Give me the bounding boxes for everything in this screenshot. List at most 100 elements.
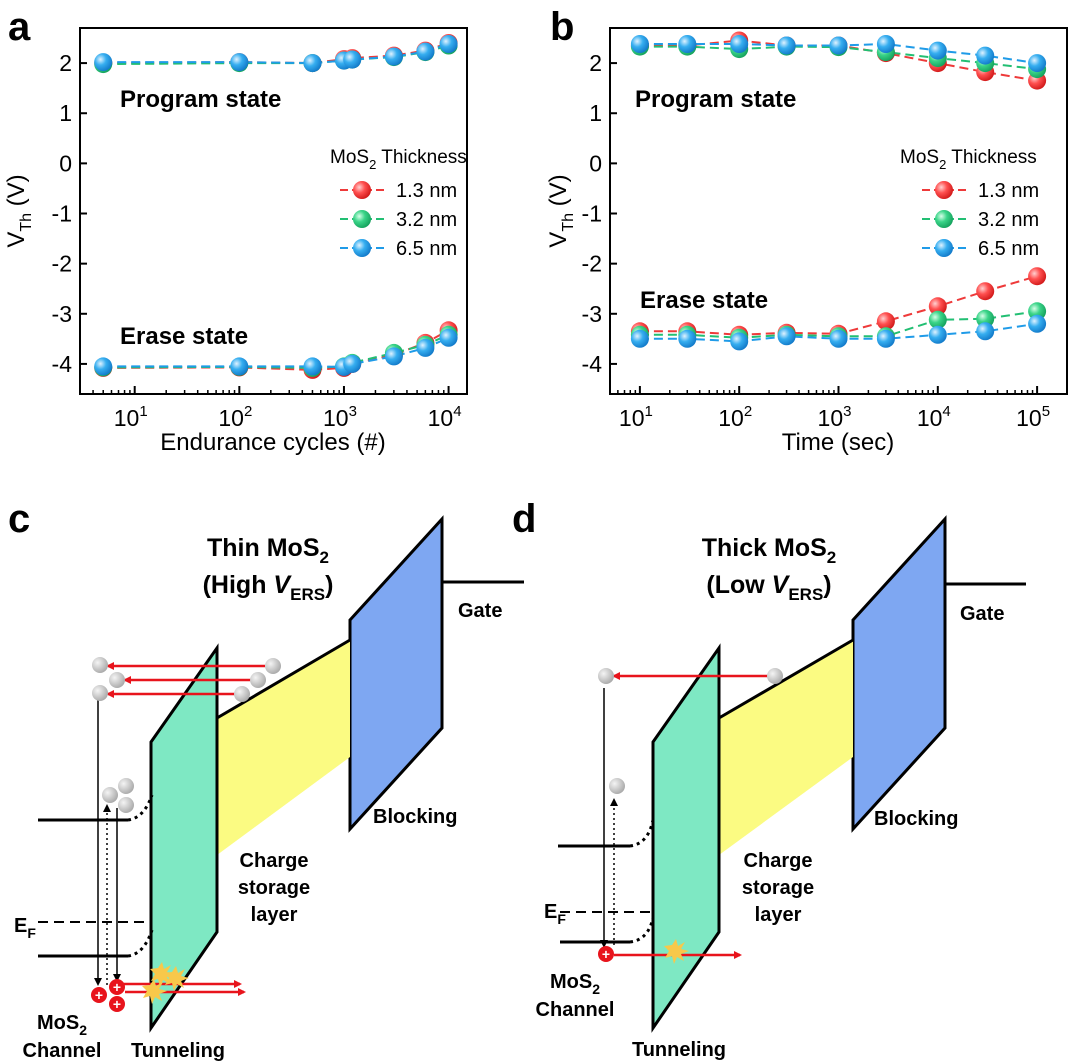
hole-icon [109,996,125,1012]
channel-label-1-c: MoS2 [37,1012,87,1038]
y-tick-label: -4 [582,351,603,377]
y-tick-label: 1 [589,100,602,126]
data-point [928,297,947,316]
channel-label-1-d: MoS2 [550,971,600,997]
data-point [94,53,113,72]
y-tick-label: -2 [582,251,602,277]
data-point [976,282,995,301]
hole-sign: + [602,946,610,962]
data-point [876,329,895,348]
data-point [678,329,697,348]
y-tick-label: 0 [589,150,602,176]
data-point [876,35,895,53]
x-tick-label: 104 [917,403,951,431]
spark-3-c [142,979,167,1004]
data-point [876,312,895,331]
blocking-layer-c [348,515,444,833]
x-tick-label: 101 [114,403,148,431]
y-tick-label: -1 [582,201,602,227]
panel-b: b 2 1 0 -1 -2 -3 -4 101 102 103 104 105 Program sta… [545,5,1068,456]
data-point [416,42,435,61]
data-point [439,328,458,347]
spark-1-c [150,962,175,987]
gate-label-c: Gate [458,600,502,622]
storage-label-2-c: storage [238,877,310,899]
channel-label-2-d: Channel [536,999,615,1021]
electron-icon [265,658,281,674]
electron-icon [118,778,134,794]
legend-marker [353,239,371,257]
blocking-layer-d [851,515,947,833]
panel-letter-c: c [8,497,30,541]
legend-marker [935,239,953,257]
annotation-program-state-b: Program state [635,86,796,113]
data-point [976,46,995,65]
x-axis-label-a: Endurance cycles (#) [160,429,385,456]
blocking-label-d: Blocking [874,808,958,830]
annotation-program-state-a: Program state [120,86,281,113]
y-tick-label: -3 [52,301,72,327]
band-diagram-c: + + + Thin MoS2 (High VERS) Gate Blockin… [14,515,524,1062]
x-tick-label: 101 [619,403,653,431]
annotation-erase-state-a: Erase state [120,323,248,350]
data-point [829,329,848,348]
x-tick-label: 104 [428,403,462,431]
y-tick-label: 2 [59,50,72,76]
electron-icon [609,778,625,794]
electrons-c [92,657,281,813]
tunneling-label-c: Tunneling [131,1040,225,1062]
axes-a: 2 1 0 -1 -2 -3 -4 101 102 103 104 [52,50,462,431]
blocking-label-c: Blocking [373,806,457,828]
hole-icon [598,946,614,962]
electron-icon [92,685,108,701]
fermi-label-d: EF [544,901,566,927]
legend-label: 1.3 nm [978,180,1039,202]
data-point [730,35,749,53]
data-point [416,338,435,357]
y-tick-label: 0 [59,150,72,176]
band-bending-vb-d [629,917,655,944]
data-point [777,36,796,55]
x-tick-label: 103 [818,403,852,431]
data-point [303,54,322,73]
panel-letter-d: d [512,497,536,541]
data-point [829,36,848,55]
data-point [230,357,249,376]
storage-band-edge-c [216,638,351,720]
data-point [1028,314,1047,333]
y-tick-label: 1 [59,100,72,126]
legend-label: 3.2 nm [396,209,457,231]
data-point [928,325,947,344]
y-tick-label: -2 [52,251,72,277]
data-point [439,35,458,53]
channel-label-2-c: Channel [23,1040,102,1062]
legend-label: 6.5 nm [396,238,457,260]
data-point [1028,54,1047,73]
x-tick-label: 103 [323,403,357,431]
data-point [630,329,649,348]
legend-label: 6.5 nm [978,238,1039,260]
hole-sign: + [113,996,121,1012]
electron-icon [234,686,250,702]
legend-marker [353,181,371,199]
diagram-title-c: Thin MoS2 [207,534,329,567]
hole-icon [91,987,107,1003]
legend-title-b: MoS2 Thickness [900,147,1037,172]
x-tick-label: 102 [218,403,252,431]
legend-marker [935,210,953,228]
electron-icon [250,672,266,688]
series-a [94,34,458,379]
legend-b: MoS2 Thickness 1.3 nm 3.2 nm 6.5 nm [900,147,1039,260]
y-tick-label: -1 [52,201,72,227]
panel-letter-a: a [8,5,31,49]
band-bending-cb-c [127,794,154,822]
series-b [630,31,1047,351]
data-point [928,310,947,329]
data-point [384,47,403,66]
electron-icon [102,787,118,803]
storage-label-1-c: Charge [240,850,309,872]
y-axis-label-a: VTh (V) [3,174,35,247]
electron-icon [767,668,783,684]
charge-storage-layer-c [217,640,350,855]
